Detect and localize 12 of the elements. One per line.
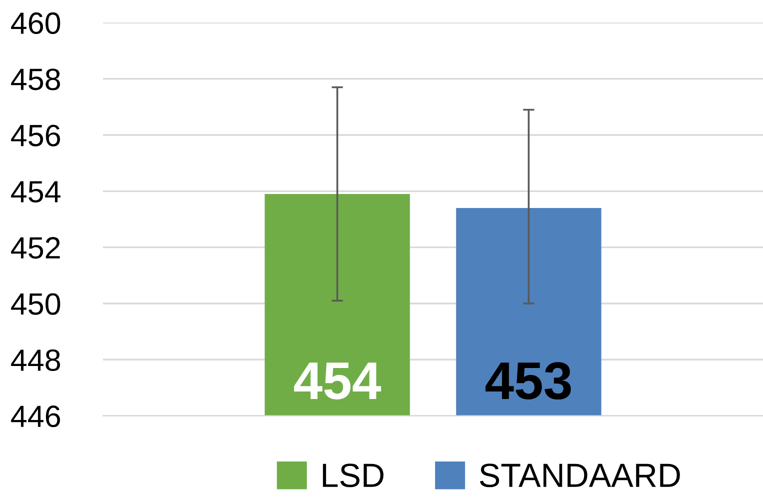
y-tick-label: 450 <box>11 293 60 315</box>
y-tick-label: 454 <box>11 181 60 203</box>
y-tick-label: 448 <box>11 349 60 372</box>
data-label: 453 <box>485 362 571 400</box>
y-tick-label: 456 <box>11 124 60 146</box>
y-tick-label: 446 <box>11 406 60 428</box>
y-tick-label: 458 <box>11 68 60 90</box>
legend-label: LSD <box>322 464 384 488</box>
y-tick-label: 452 <box>11 237 60 259</box>
data-label: 454 <box>294 362 382 400</box>
legend-label: STANDAARD <box>480 464 680 488</box>
y-tick-label: 460 <box>11 12 60 34</box>
